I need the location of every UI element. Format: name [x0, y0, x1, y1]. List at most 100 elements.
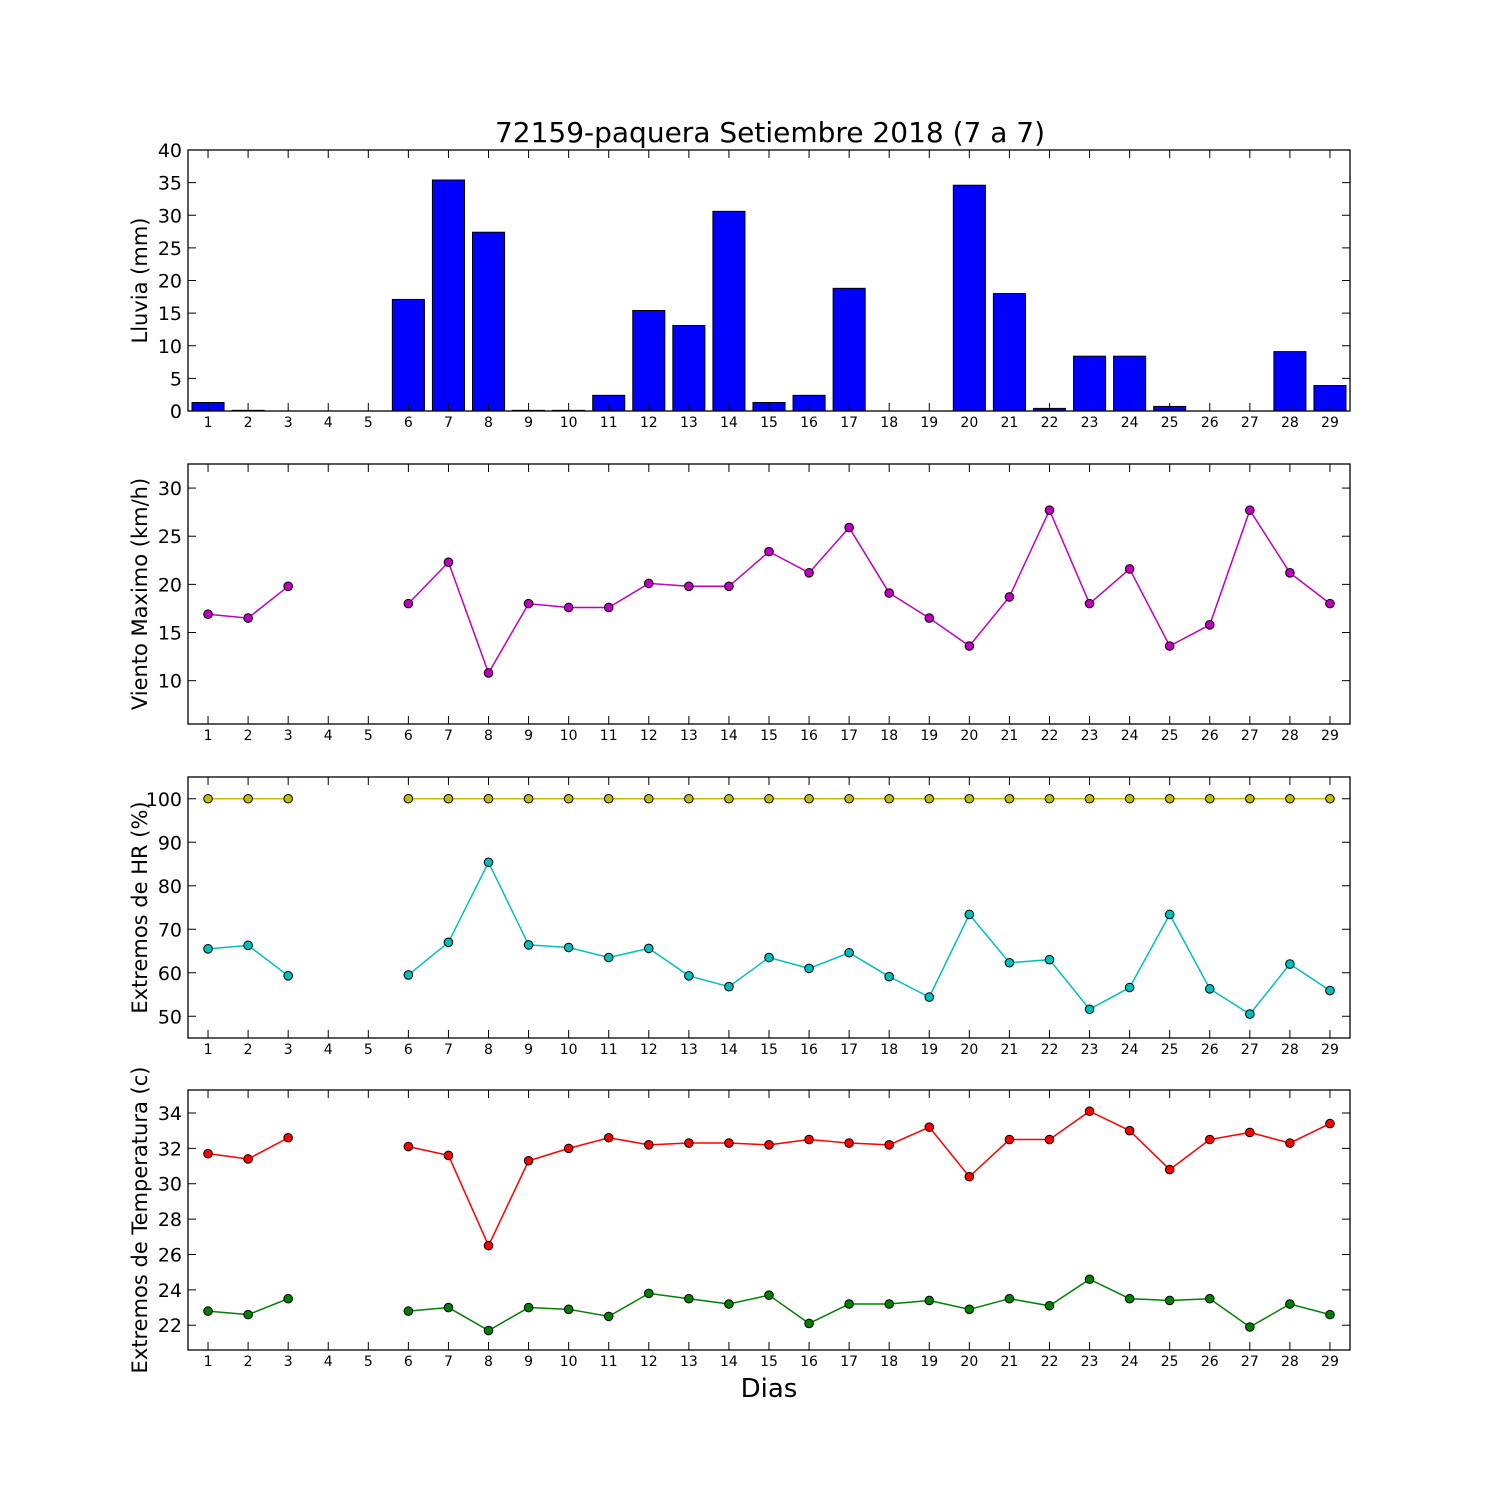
humidity-series-2-point	[1044, 954, 1055, 965]
humidity-series-2-point	[603, 952, 614, 963]
rain-bar	[1113, 355, 1147, 412]
x-tick-label: 22	[1041, 1354, 1059, 1370]
wind-series-1-point	[1124, 564, 1135, 574]
temperature-series-1-point	[283, 1132, 293, 1143]
x-tick-label: 19	[920, 1354, 938, 1370]
humidity-series-2-point	[764, 952, 774, 963]
temperature-series-1-point	[1204, 1134, 1215, 1145]
temperature-series-1-point	[1004, 1134, 1015, 1145]
x-tick-label: 18	[880, 1354, 898, 1370]
x-tick-label: 20	[960, 1354, 978, 1370]
temperature-series-1-point	[403, 1141, 414, 1152]
x-tick-label: 27	[1241, 415, 1259, 431]
x-tick-label: 11	[600, 415, 618, 431]
temperature-series-2-point	[924, 1295, 935, 1306]
temperature-series-1-point	[1124, 1125, 1135, 1136]
humidity-series-1-point	[523, 793, 534, 804]
humidity-series-2-line	[407, 860, 1331, 1016]
humidity-series-1-point	[1124, 793, 1135, 804]
x-tick-label: 1	[204, 415, 213, 431]
x-tick-label: 12	[640, 728, 658, 744]
x-tick-label: 15	[760, 1354, 778, 1370]
y-axis-label: Lluvia (mm)	[128, 218, 152, 344]
x-tick-label: 26	[1201, 728, 1219, 744]
x-tick-label: 28	[1281, 415, 1299, 431]
x-tick-label: 26	[1201, 415, 1219, 431]
humidity-series-1-point	[483, 793, 494, 804]
temperature-series-2-point	[1204, 1293, 1215, 1304]
x-tick-label: 9	[524, 415, 533, 431]
temperature-series-2-point	[964, 1304, 975, 1315]
humidity-series-1-point	[563, 793, 574, 804]
wind-series-1-point	[443, 557, 454, 568]
x-tick-label: 16	[800, 1354, 818, 1370]
x-tick-label: 14	[720, 415, 738, 431]
temperature-series-2-point	[603, 1311, 614, 1322]
humidity-series-1-point	[443, 793, 454, 804]
y-tick-label: 32	[158, 1138, 182, 1160]
temperature-series-1-point	[523, 1155, 534, 1166]
humidity-series-1-point	[203, 793, 213, 804]
humidity-series-2-point	[483, 857, 494, 868]
humidity-series-2-point	[1245, 1009, 1255, 1019]
x-tick-label: 1	[204, 1042, 213, 1058]
x-tick-label: 25	[1161, 1042, 1179, 1058]
x-tick-label: 12	[640, 1042, 658, 1058]
plot-frame	[187, 776, 1351, 1039]
wind-series-1-point	[804, 568, 814, 578]
humidity-series-2-point	[1124, 982, 1135, 993]
y-axis-label: Extremos de Temperatura (c)	[128, 1067, 152, 1374]
x-tick-label: 21	[1000, 415, 1018, 431]
temperature-series-2-point	[243, 1309, 253, 1320]
temperature-series-2-point	[1084, 1274, 1095, 1285]
wind-series-1-point	[283, 581, 293, 592]
humidity-series-2-point	[643, 943, 654, 954]
humidity-series-2-point	[884, 971, 895, 982]
x-tick-label: 10	[560, 1042, 578, 1058]
x-tick-label: 16	[800, 1042, 818, 1058]
temperature-series-1-point	[764, 1140, 774, 1150]
wind-series-1-point	[684, 581, 694, 592]
y-tick-label: 28	[158, 1209, 182, 1231]
x-tick-label: 4	[324, 1042, 333, 1058]
temperature-series-2-point	[1285, 1299, 1295, 1309]
x-tick-label: 12	[640, 415, 658, 431]
x-tick-label: 18	[880, 1042, 898, 1058]
temperature-series-2-point	[203, 1306, 213, 1316]
x-tick-label: 6	[404, 415, 413, 431]
x-tick-label: 9	[524, 728, 533, 744]
x-tick-label: 2	[244, 728, 253, 744]
rain-bar	[832, 287, 866, 412]
rain-bar	[632, 310, 666, 412]
rain-bar	[712, 210, 746, 412]
humidity-series-2-point	[563, 942, 574, 953]
humidity-series-2-point	[243, 940, 253, 951]
x-tick-label: 3	[284, 415, 293, 431]
humidity-series-1-point	[1245, 793, 1255, 804]
wind-series-1-point	[523, 598, 534, 609]
y-tick-label: 70	[158, 919, 182, 941]
humidity-series-2-point	[403, 970, 414, 980]
x-tick-label: 17	[840, 1042, 858, 1058]
x-tick-label: 17	[840, 1354, 858, 1370]
temperature-series-1-point	[924, 1122, 935, 1132]
humidity-series-1-point	[1004, 793, 1015, 804]
y-tick-label: 10	[158, 336, 182, 358]
x-tick-label: 29	[1321, 415, 1339, 431]
x-tick-label: 11	[600, 728, 618, 744]
humidity-series-1-point	[924, 793, 935, 804]
x-tick-label: 5	[364, 1042, 373, 1058]
y-tick-label: 10	[158, 671, 182, 693]
y-tick-label: 60	[158, 963, 182, 985]
humidity-series-1-point	[283, 793, 293, 804]
humidity-series-1-point	[243, 793, 253, 804]
y-tick-label: 0	[170, 401, 182, 423]
wind-series-1-point	[844, 522, 854, 533]
temperature-series-1-point	[1325, 1118, 1335, 1129]
temperature-series-2-point	[844, 1299, 854, 1309]
temperature-series-2-point	[443, 1302, 454, 1313]
x-tick-label: 12	[640, 1354, 658, 1370]
